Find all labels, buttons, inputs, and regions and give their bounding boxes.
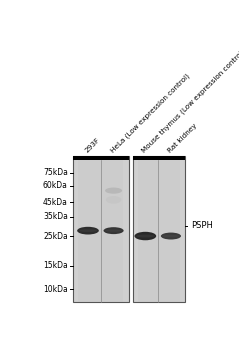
Ellipse shape xyxy=(105,230,122,232)
Text: 45kDa: 45kDa xyxy=(43,198,68,207)
Ellipse shape xyxy=(79,229,97,232)
Bar xyxy=(133,156,185,160)
Text: Rat kidney: Rat kidney xyxy=(167,122,198,154)
Ellipse shape xyxy=(136,234,155,238)
Ellipse shape xyxy=(106,196,121,204)
Bar xyxy=(72,156,129,160)
Text: 10kDa: 10kDa xyxy=(43,285,68,294)
Text: 25kDa: 25kDa xyxy=(43,232,68,241)
Text: 60kDa: 60kDa xyxy=(43,181,68,190)
Text: PSPH: PSPH xyxy=(191,221,213,230)
Ellipse shape xyxy=(135,232,156,240)
Ellipse shape xyxy=(161,232,181,239)
Text: HeLa (Low expression control): HeLa (Low expression control) xyxy=(109,72,190,154)
Ellipse shape xyxy=(103,227,124,234)
Ellipse shape xyxy=(77,227,99,235)
Ellipse shape xyxy=(105,188,122,194)
Ellipse shape xyxy=(162,235,179,237)
Text: 15kDa: 15kDa xyxy=(43,261,68,270)
Bar xyxy=(72,156,129,302)
Text: 293F: 293F xyxy=(84,137,101,154)
Text: 35kDa: 35kDa xyxy=(43,212,68,221)
Text: 75kDa: 75kDa xyxy=(43,168,68,177)
Text: Mouse thymus (Low expression control): Mouse thymus (Low expression control) xyxy=(141,48,239,154)
Bar xyxy=(133,156,185,302)
Bar xyxy=(78,156,123,302)
Bar xyxy=(138,156,180,302)
